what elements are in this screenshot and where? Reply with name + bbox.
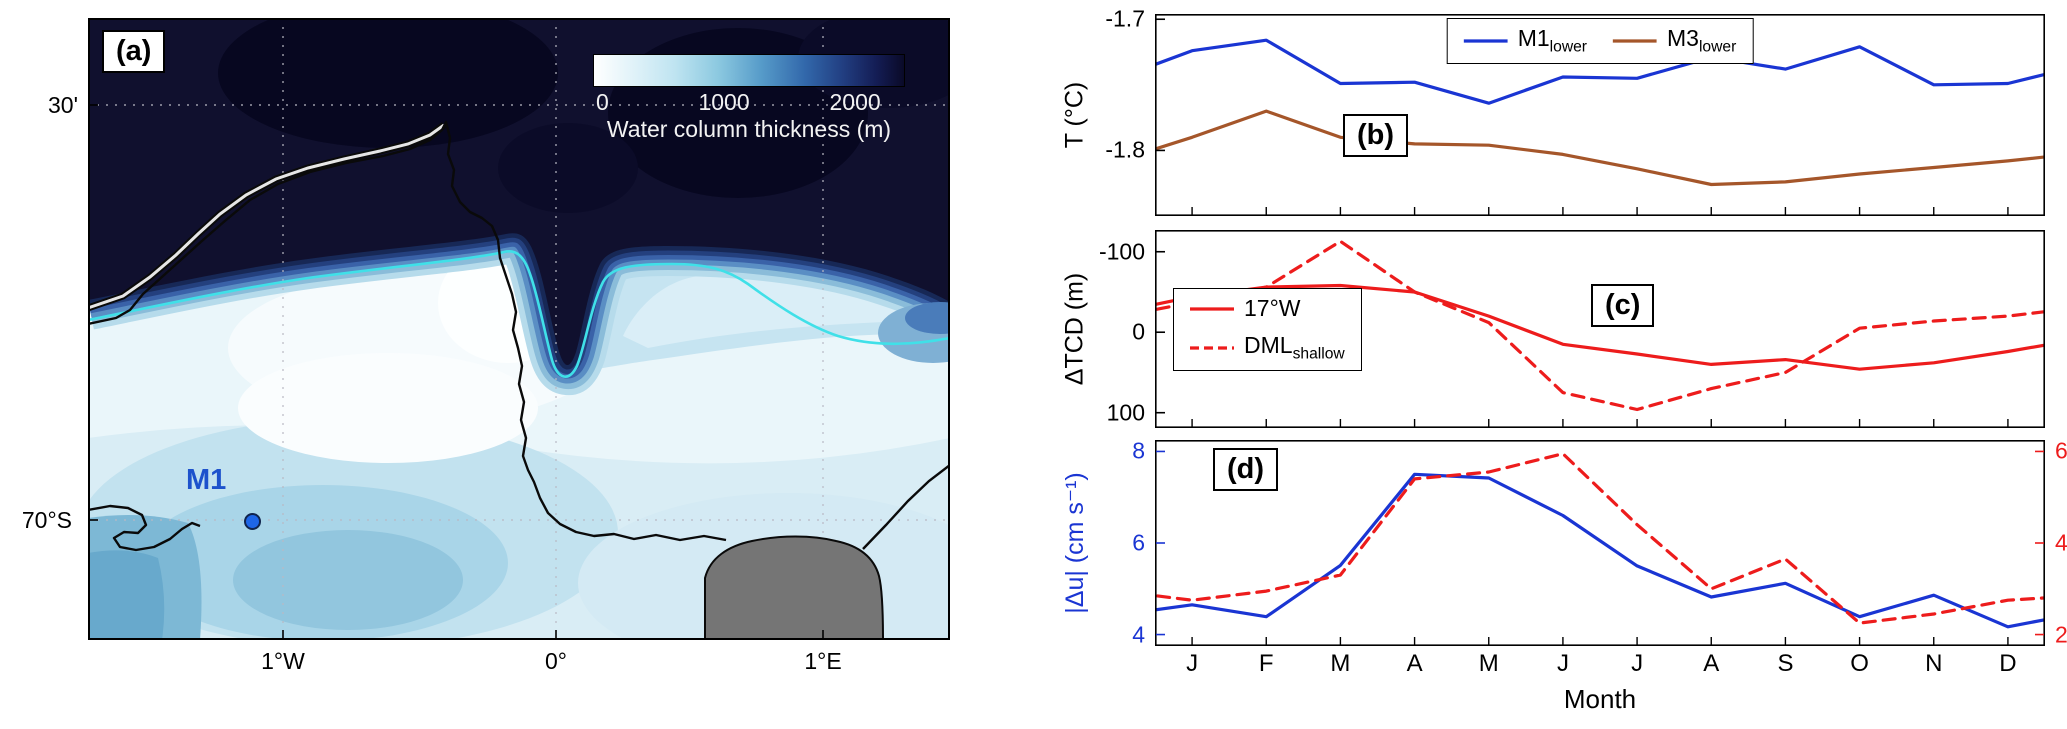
legend-label: 17°W [1244,295,1301,321]
x-tick-label: S [1777,650,1794,677]
lon-tick-label-0: 0° [545,648,567,674]
colorbar-tick: 1000 [698,89,750,115]
legend-label: M3lower [1667,25,1737,56]
plot-d [1155,440,2045,646]
series-delta-u [1155,472,2045,629]
y-tick-label: 2 [2055,621,2067,648]
legend-line-sample [1190,306,1234,311]
map-panel: (a) 0 1000 2000 Water column thickness (… [88,18,950,640]
x-tick-label: J [1631,650,1644,677]
lon-tick-label-1e: 1°E [804,648,842,674]
y-axis-label-temperature: T (°C) [1060,81,1089,149]
y-tick-label: 4 [2055,529,2067,556]
legend-line-sample [1190,346,1234,350]
series-M1_lower [1155,38,2045,105]
series-DML_shallow [1155,239,2045,412]
panel-label-b: (b) [1343,114,1409,158]
chart-panel-b: T (°C) M1lower M3lower (b) -1.7 -1.8 [1061,7,2045,216]
lon-tick-label-1w: 1°W [261,648,305,674]
legend-entry-M1_lower: M1lower [1463,25,1587,57]
station-marker-m1 [244,513,261,530]
lat-tick-label-30: 30' [48,92,78,118]
series-17°W [1155,283,2045,371]
legend-entry-M3_lower: M3lower [1613,25,1736,57]
x-tick-label: O [1850,650,1869,677]
legend-line-sample [1463,39,1508,43]
x-tick-label: D [1999,650,2017,677]
y-tick-label: 0 [1132,318,1145,345]
station-label-m1: M1 [186,464,227,496]
x-tick-label: A [1703,650,1720,677]
legend-c: 17°W DMLshallow [1173,288,1362,371]
x-axis-label-month: Month [1563,684,1637,714]
colorbar-gradient [593,54,905,87]
chart-panel-c: ΔTCD (m) 17°W DMLshallow (c) -100 0 100 [1061,230,2045,428]
y-tick-label: 4 [1132,621,1145,648]
y-tick-label: 100 [1106,399,1145,426]
panel-label-d: (d) [1213,448,1279,492]
map-art [88,18,950,640]
x-tick-label: J [1556,650,1569,677]
y-tick-label: -100 [1098,238,1145,265]
y-tick-label: 6 [2055,437,2067,464]
x-tick-label: A [1406,650,1423,677]
x-tick-label: M [1330,650,1351,677]
x-tick-label: F [1258,650,1274,677]
plot-b [1155,14,2045,216]
legend-label: DMLshallow [1244,332,1345,363]
x-tick-label: J [1186,650,1199,677]
legend-b: M1lower M3lower [1446,18,1754,64]
x-tick-label: N [1925,650,1943,677]
y-axis-label-tcd: ΔTCD (m) [1060,272,1089,386]
panel-label-a: (a) [102,30,166,74]
legend-entry-DML_shallow: DMLshallow [1190,332,1345,364]
series-U [1155,452,2045,625]
y-tick-label: 6 [1132,529,1145,556]
y-axis-label-delta-u: |Δu| (cm s⁻¹) [1061,472,1089,614]
y-tick-label: 8 [1132,437,1145,464]
plot-c [1155,230,2045,428]
lat-tick-label-70s: 70°S [21,507,72,533]
colorbar-tick: 2000 [829,89,881,115]
legend-line-sample [1613,39,1657,43]
legend-entry-17°W: 17°W [1190,295,1301,322]
legend-label: M1lower [1517,25,1587,56]
y-tick-label: -1.8 [1105,136,1145,163]
colorbar-title: Water column thickness (m) [606,116,892,142]
y-tick-label: -1.7 [1105,5,1145,32]
panel-label-c: (c) [1591,284,1655,328]
colorbar: 0 1000 2000 Water column thickness (m) [593,54,905,143]
colorbar-ticks: 0 1000 2000 [593,89,905,116]
series-M3_lower [1155,109,2045,187]
x-tick-label: M [1478,650,1499,677]
colorbar-tick: 0 [595,89,609,115]
